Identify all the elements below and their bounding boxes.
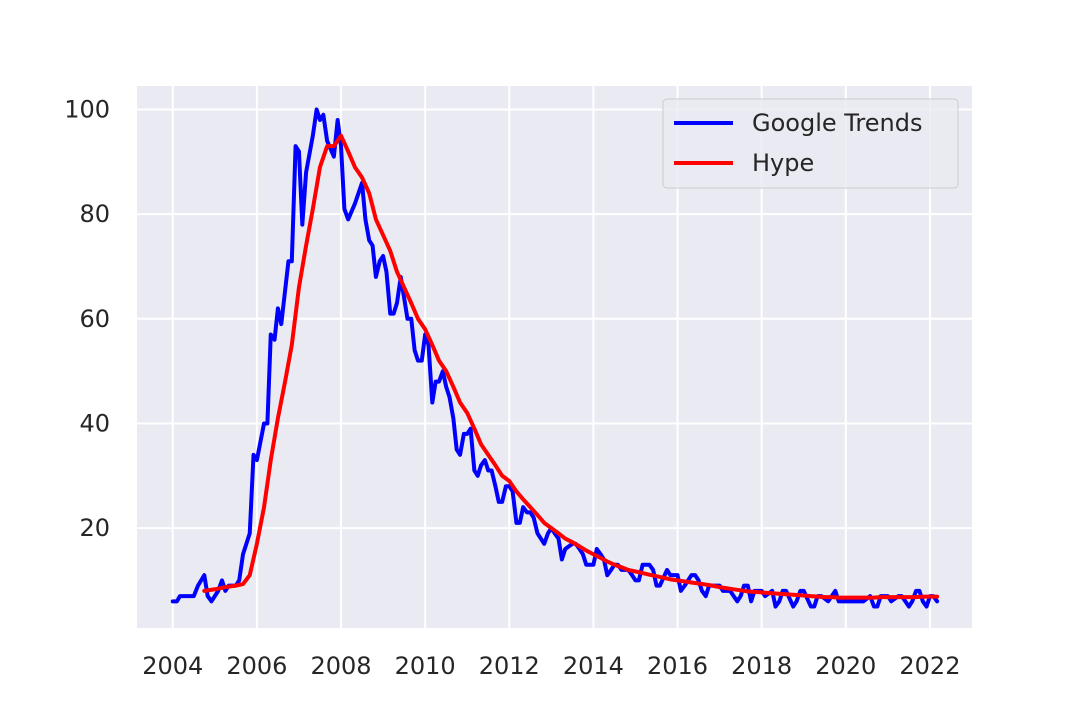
legend-google-trends-label: Google Trends: [752, 109, 922, 137]
x-tick-label: 2018: [731, 652, 792, 680]
legend: Google Trends Hype: [662, 98, 959, 189]
y-tick-label: 100: [64, 96, 110, 124]
legend-hype-label: Hype: [752, 149, 814, 177]
x-tick-label: 2008: [310, 652, 371, 680]
x-tick-label: 2004: [142, 652, 203, 680]
series-layer: [170, 107, 940, 609]
y-axis-tick-labels: 20 40 60 80 100: [64, 96, 110, 543]
x-axis-tick-labels: 2004 2006 2008 2010 2012 2014 2016 2018 2020 2022: [142, 652, 960, 680]
x-tick-label: 2022: [899, 652, 960, 680]
y-tick-label: 80: [79, 200, 110, 228]
y-tick-label: 20: [79, 514, 110, 542]
x-tick-label: 2014: [563, 652, 624, 680]
y-tick-label: 40: [79, 409, 110, 437]
x-tick-label: 2006: [226, 652, 287, 680]
x-tick-label: 2012: [479, 652, 540, 680]
y-tick-label: 60: [79, 305, 110, 333]
legend-box: [662, 98, 959, 189]
x-tick-label: 2020: [815, 652, 876, 680]
x-tick-label: 2010: [395, 652, 456, 680]
series-line-google-trends: [170, 107, 940, 609]
x-tick-label: 2016: [647, 652, 708, 680]
series-line-hype: [202, 133, 940, 600]
